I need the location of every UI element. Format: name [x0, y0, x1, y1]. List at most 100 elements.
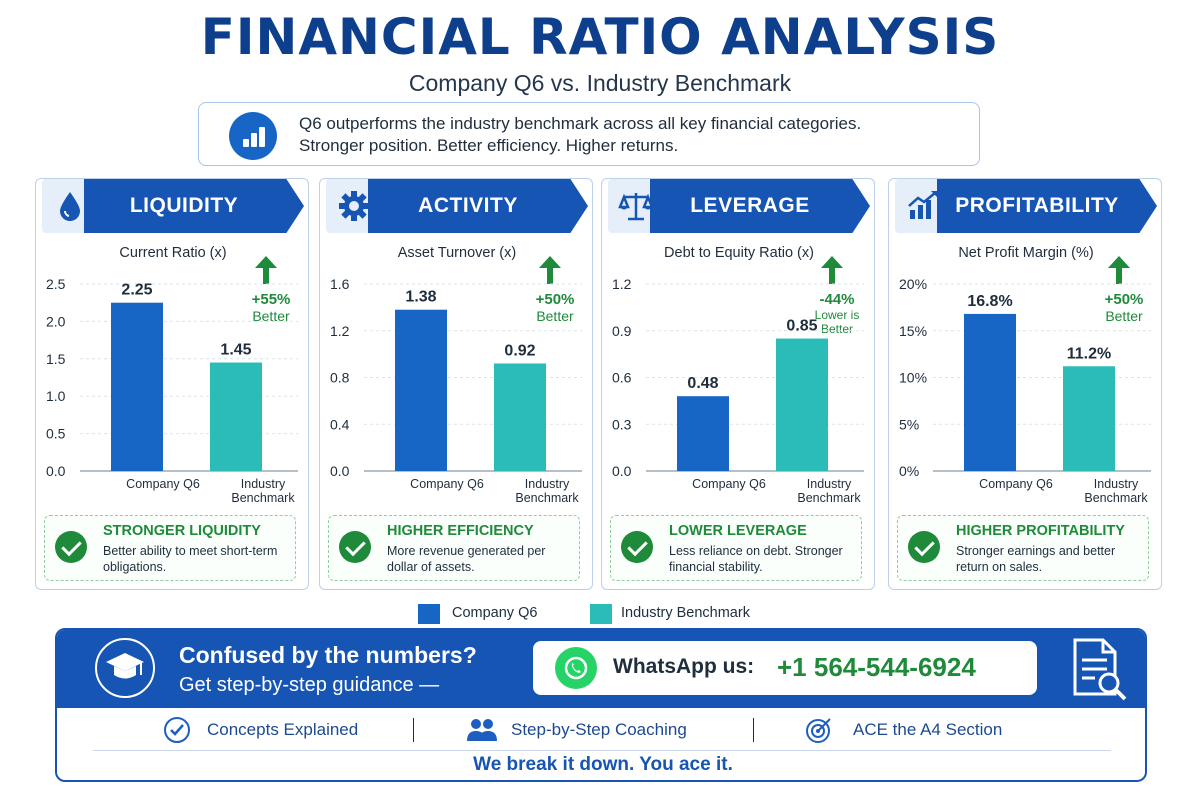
delta-badge: -44% Lower is Better	[797, 291, 877, 336]
y-tick-label: 1.5	[46, 351, 66, 367]
category-label: Industry Benchmark	[797, 477, 861, 505]
check-icon	[55, 531, 87, 563]
bar-value-label: 11.2%	[1067, 345, 1111, 362]
y-tick-label: 0.9	[612, 323, 632, 339]
y-tick-label: 0.0	[330, 463, 350, 479]
bar-benchmark	[1063, 366, 1115, 471]
y-tick-label: 20%	[899, 276, 927, 292]
feature-label: Concepts Explained	[207, 720, 359, 739]
bar-value-label: 1.45	[220, 342, 251, 359]
feature-divider	[413, 718, 414, 742]
section-title: LIQUIDITY	[129, 194, 239, 217]
document-search-icon	[1069, 638, 1131, 707]
bar-company	[677, 396, 729, 471]
section-title: LEVERAGE	[690, 194, 810, 217]
section-banner: PROFITABILITY	[937, 179, 1157, 233]
cta-panel: Confused by the numbers? Get step-by-ste…	[55, 628, 1147, 782]
bar-company	[111, 302, 163, 471]
cta-question: Confused by the numbers?	[179, 642, 477, 668]
y-tick-label: 5%	[899, 416, 919, 432]
legend: Company Q6 Industry Benchmark	[0, 603, 1200, 624]
metric-title: Net Profit Margin (%)	[958, 245, 1094, 261]
bar-chart: 0.0 0.3 0.6 0.9 1.2 0.48 0.85	[612, 276, 864, 479]
metric-title: Current Ratio (x)	[119, 245, 227, 261]
bar-chart: 0.0 0.5 1.0 1.5 2.0 2.5 2.25 1.45	[46, 276, 298, 479]
cta-guidance: Get step-by-step guidance —	[179, 674, 440, 696]
section-title: PROFITABILITY	[955, 194, 1119, 217]
y-tick-label: 0%	[899, 463, 919, 479]
summary-box: Q6 outperforms the industry benchmark ac…	[198, 102, 980, 166]
feature-concepts: Concepts Explained	[163, 716, 403, 746]
bar-value-label: 16.8%	[967, 293, 1012, 310]
summary-line-2: Stronger position. Better efficiency. Hi…	[299, 136, 679, 155]
feature-coaching: Step-by-Step Coaching	[465, 716, 745, 746]
check-circle-icon	[164, 717, 190, 743]
whatsapp-number[interactable]: +1 564-544-6924	[777, 652, 976, 682]
category-label: Industry Benchmark	[515, 477, 579, 505]
target-icon	[806, 718, 831, 743]
y-tick-label: 0.6	[612, 370, 632, 386]
card-liquidity: LIQUIDITY Current Ratio (x) +55% Better Comp…	[35, 178, 309, 590]
cta-divider	[93, 750, 1111, 751]
y-tick-label: 0.4	[330, 416, 350, 432]
whatsapp-icon	[555, 647, 597, 689]
metric-title: Asset Turnover (x)	[397, 245, 517, 261]
y-tick-label: 0.8	[330, 370, 350, 386]
delta-badge: +55% Better	[231, 291, 311, 324]
graduation-cap-icon	[95, 638, 155, 698]
arrow-up-icon	[539, 256, 561, 284]
check-icon	[908, 531, 940, 563]
people-icon	[467, 719, 497, 741]
delta-value: +50%	[1104, 291, 1144, 308]
insight-text: Less reliance on debt. Stronger financia…	[669, 544, 843, 574]
bar-benchmark	[776, 338, 828, 471]
category-label: Industry Benchmark	[231, 477, 295, 505]
whatsapp-label: WhatsApp us:	[613, 655, 755, 678]
cta-tagline: We break it down. You ace it.	[473, 754, 733, 775]
page-subtitle: Company Q6 vs. Industry Benchmark	[408, 70, 792, 96]
bar-value-label: 1.38	[405, 289, 436, 306]
insight-title: HIGHER EFFICIENCY	[387, 523, 534, 539]
delta-value: +50%	[535, 291, 575, 308]
delta-note: Better	[1105, 308, 1143, 324]
category-label: Company Q6	[979, 477, 1053, 491]
insight-title: STRONGER LIQUIDITY	[103, 523, 261, 539]
section-banner: LEVERAGE	[650, 179, 870, 233]
y-tick-label: 1.2	[330, 323, 350, 339]
y-tick-label: 1.6	[330, 276, 350, 292]
whatsapp-contact-button[interactable]: WhatsApp us: +1 564-544-6924	[533, 641, 1037, 695]
insight-box: STRONGER LIQUIDITY Better ability to meet…	[44, 515, 296, 581]
gear-icon	[326, 179, 382, 233]
y-tick-label: 0.0	[612, 463, 632, 479]
delta-note: Lower is Better	[814, 308, 860, 336]
bar-chart: 0% 5% 10% 15% 20% 16.8% 11.2%	[899, 276, 1151, 479]
check-icon	[621, 531, 653, 563]
feature-label: Step-by-Step Coaching	[511, 720, 687, 739]
category-label: Company Q6	[410, 477, 484, 491]
card-profitability: PROFITABILITY Net Profit Margin (%) +50% Be…	[888, 178, 1162, 590]
card-leverage: LEVERAGE Debt to Equity Ratio (x) -44% Lowe…	[601, 178, 875, 590]
y-tick-label: 2.0	[46, 313, 66, 329]
bar-benchmark	[494, 363, 546, 471]
category-label: Industry Benchmark	[1084, 477, 1148, 505]
bar-value-label: 0.92	[504, 342, 535, 359]
feature-divider	[753, 718, 754, 742]
arrow-up-icon	[1108, 256, 1130, 284]
delta-value: +55%	[251, 291, 291, 308]
category-label: Company Q6	[126, 477, 200, 491]
summary-text: Q6 outperforms the industry benchmark ac…	[299, 113, 861, 157]
y-tick-label: 0.0	[46, 463, 66, 479]
delta-value: -44%	[819, 291, 855, 308]
metric-title: Debt to Equity Ratio (x)	[664, 245, 814, 261]
insight-box: HIGHER EFFICIENCY More revenue generated …	[328, 515, 580, 581]
insight-box: LOWER LEVERAGE Less reliance on debt. Str…	[610, 515, 862, 581]
insight-title: HIGHER PROFITABILITY	[956, 523, 1125, 539]
y-tick-label: 0.3	[612, 416, 632, 432]
summary-line-1: Q6 outperforms the industry benchmark ac…	[299, 114, 862, 133]
insight-text: Stronger earnings and better return on s…	[956, 544, 1116, 574]
insight-title: LOWER LEVERAGE	[669, 523, 807, 539]
delta-badge: +50% Better	[1084, 291, 1164, 324]
y-tick-label: 15%	[899, 323, 927, 339]
insight-text: More revenue generated per dollar of ass…	[387, 544, 546, 574]
delta-badge: +50% Better	[515, 291, 595, 324]
